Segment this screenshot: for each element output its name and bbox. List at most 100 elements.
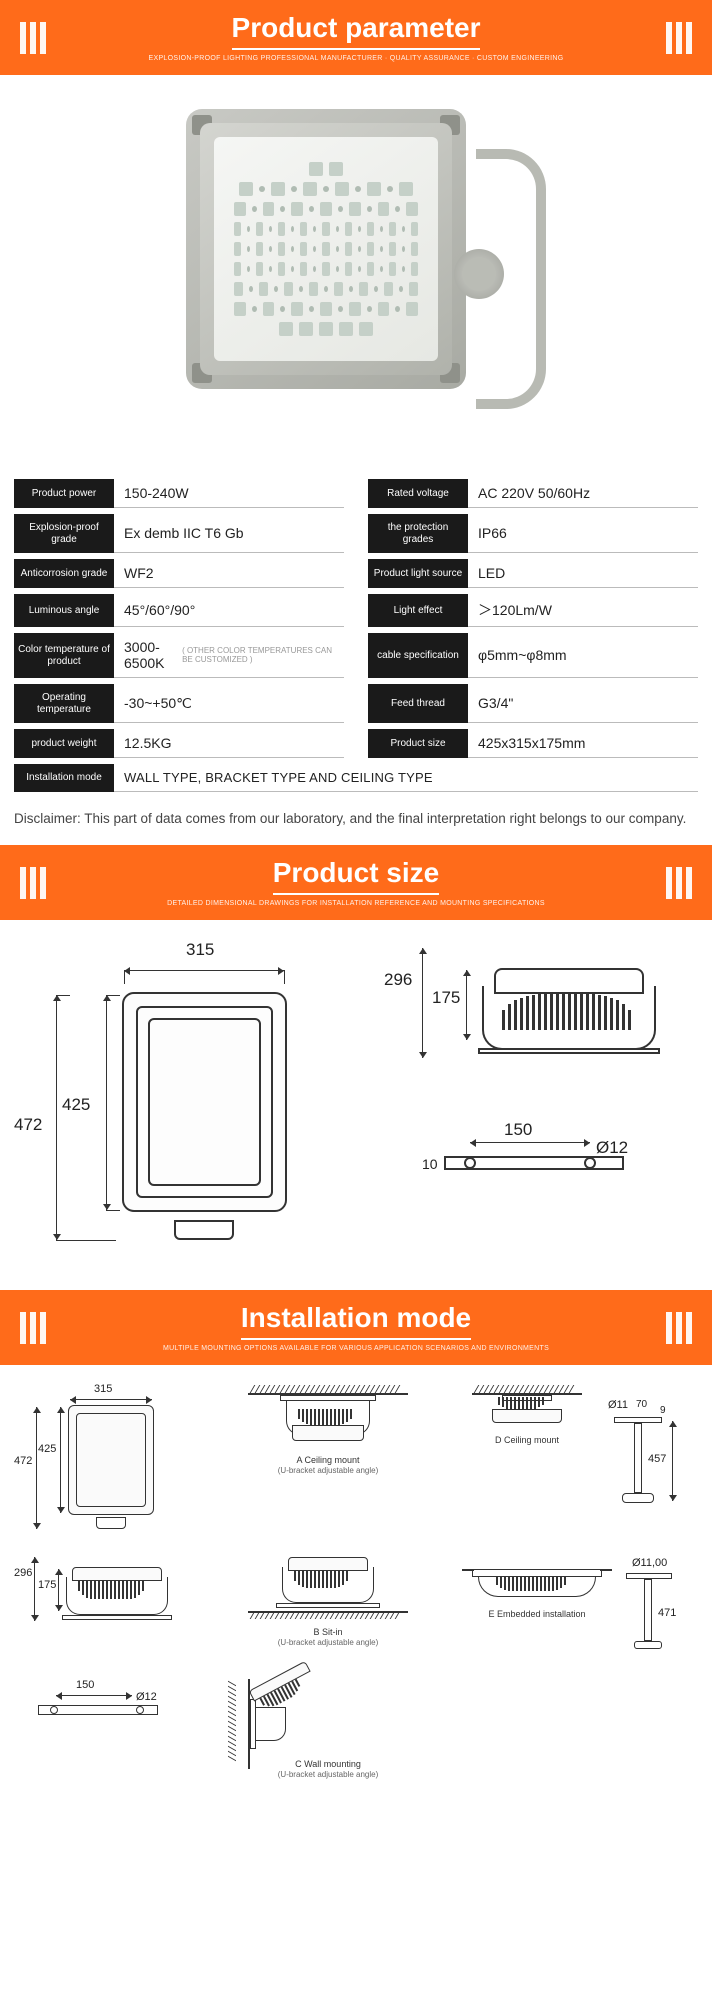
dim: Ø12 (136, 1691, 157, 1703)
param-cell: Operating temperature-30~+50℃ (14, 684, 344, 723)
param-value: 425x315x175mm (468, 729, 698, 758)
stripes-right (666, 22, 692, 54)
dim: Ø11 (608, 1399, 628, 1411)
install-front-mini: 315 425 472 (14, 1383, 194, 1533)
param-label: the protection grades (368, 514, 468, 553)
param-label: Product power (14, 479, 114, 508)
banner-title: Installation mode (241, 1302, 471, 1340)
install-d-title: D Ceiling mount (462, 1435, 592, 1446)
installation-drawings: 315 425 472 A Ceiling mount (U-bracket a… (0, 1365, 712, 1829)
param-row: Color temperature of product3000-6500K( … (14, 633, 698, 678)
param-cell: Anticorrosion gradeWF2 (14, 559, 344, 588)
dim-total-height: 472 (14, 1115, 42, 1135)
banner-sub: MULTIPLE MOUNTING OPTIONS AVAILABLE FOR … (46, 1344, 666, 1353)
param-value: 150-240W (114, 479, 344, 508)
param-value: Ex demb IIC T6 Gb (114, 514, 344, 553)
param-value: AC 220V 50/60Hz (468, 479, 698, 508)
dim-width: 315 (186, 940, 214, 960)
param-row: Product power150-240W Rated voltageAC 220… (14, 479, 698, 508)
param-value: G3/4" (468, 684, 698, 723)
param-cell: Rated voltageAC 220V 50/60Hz (368, 479, 698, 508)
param-label: Installation mode (14, 764, 114, 792)
install-c-wall: C Wall mounting (U-bracket adjustable an… (218, 1679, 438, 1789)
install-e-title: E Embedded installation (462, 1609, 612, 1620)
param-row-full: Installation modeWALL TYPE, BRACKET TYPE… (14, 764, 698, 792)
param-cell: Product size425x315x175mm (368, 729, 698, 758)
dim-side-175: 175 (432, 988, 460, 1008)
dim: 457 (648, 1453, 666, 1465)
stripes-left (20, 22, 46, 54)
param-cell: Light effect＞120Lm/W (368, 594, 698, 627)
dim: 315 (94, 1383, 112, 1395)
dim: 70 (636, 1399, 647, 1410)
banner-install: Installation mode MULTIPLE MOUNTING OPTI… (0, 1290, 712, 1365)
param-value: WALL TYPE, BRACKET TYPE AND CEILING TYPE (114, 764, 698, 792)
size-drawings: 315 425 472 296 175 150 (0, 920, 712, 1290)
install-a-sub: (U-bracket adjustable angle) (218, 1466, 438, 1476)
param-label: Product light source (368, 559, 468, 588)
banner-sub: DETAILED DIMENSIONAL DRAWINGS FOR INSTAL… (46, 899, 666, 908)
param-label: Operating temperature (14, 684, 114, 723)
install-e-embedded: E Embedded installation Ø11,00 471 (462, 1551, 682, 1661)
install-a-ceiling: A Ceiling mount (U-bracket adjustable an… (218, 1383, 438, 1533)
param-cell: cable specificationφ5mm~φ8mm (368, 633, 698, 678)
dim: 150 (76, 1679, 94, 1691)
dim-height: 425 (62, 1095, 90, 1115)
param-row: Explosion-proof gradeEx demb IIC T6 Gb th… (14, 514, 698, 553)
param-label: Rated voltage (368, 479, 468, 508)
product-image (0, 75, 712, 479)
param-label: product weight (14, 729, 114, 758)
stripes-right (666, 867, 692, 899)
param-value: 45°/60°/90° (114, 594, 344, 627)
dim-base-w: 150 (504, 1120, 532, 1140)
param-cell: Color temperature of product3000-6500K( … (14, 633, 344, 678)
param-row: Operating temperature-30~+50℃ Feed thread… (14, 684, 698, 723)
param-cell: Luminous angle45°/60°/90° (14, 594, 344, 627)
install-b-sub: (U-bracket adjustable angle) (218, 1638, 438, 1648)
dim: 9 (660, 1405, 666, 1416)
banner-size: Product size DETAILED DIMENSIONAL DRAWIN… (0, 845, 712, 920)
dim: 296 (14, 1567, 32, 1579)
base-view-drawing: 150 Ø12 10 (384, 1120, 664, 1200)
dim: 471 (658, 1607, 676, 1619)
param-cell: Feed threadG3/4" (368, 684, 698, 723)
install-side-mini: 296 175 (14, 1551, 194, 1661)
param-cell: Product light sourceLED (368, 559, 698, 588)
param-label: Feed thread (368, 684, 468, 723)
banner-sub: EXPLOSION-PROOF LIGHTING PROFESSIONAL MA… (46, 54, 666, 63)
param-value: -30~+50℃ (114, 684, 344, 723)
install-d-ceiling: D Ceiling mount Ø11 70 9 457 (462, 1383, 682, 1533)
param-label: Light effect (368, 594, 468, 627)
param-label: Luminous angle (14, 594, 114, 627)
param-cell: Explosion-proof gradeEx demb IIC T6 Gb (14, 514, 344, 553)
parameter-table: Product power150-240W Rated voltageAC 220… (0, 479, 712, 802)
dim: 472 (14, 1455, 32, 1467)
param-row: Luminous angle45°/60°/90° Light effect＞12… (14, 594, 698, 627)
stripes-left (20, 867, 46, 899)
dim: 425 (38, 1443, 56, 1455)
dim-side-296: 296 (384, 970, 412, 990)
banner-parameter: Product parameter EXPLOSION-PROOF LIGHTI… (0, 0, 712, 75)
install-base-mini: 150 Ø12 (14, 1679, 194, 1789)
param-label: Explosion-proof grade (14, 514, 114, 553)
param-cell: product weight12.5KG (14, 729, 344, 758)
stripes-left (20, 1312, 46, 1344)
install-b-sitin: B Sit-in (U-bracket adjustable angle) (218, 1551, 438, 1661)
install-a-title: A Ceiling mount (218, 1455, 438, 1466)
param-row: product weight12.5KG Product size425x315x… (14, 729, 698, 758)
dim-base-thk: 10 (422, 1156, 438, 1172)
dim: 175 (38, 1579, 56, 1591)
param-cell: Product power150-240W (14, 479, 344, 508)
param-value: LED (468, 559, 698, 588)
front-view-drawing: 315 425 472 (14, 940, 354, 1260)
dim: Ø11,00 (632, 1557, 667, 1569)
param-value: WF2 (114, 559, 344, 588)
stripes-right (666, 1312, 692, 1344)
param-value: ＞120Lm/W (468, 594, 698, 627)
param-label: Product size (368, 729, 468, 758)
param-label: Color temperature of product (14, 633, 114, 678)
install-b-title: B Sit-in (218, 1627, 438, 1638)
dim-base-hole: Ø12 (596, 1138, 628, 1158)
param-row: Anticorrosion gradeWF2 Product light sour… (14, 559, 698, 588)
install-c-title: C Wall mounting (218, 1759, 438, 1770)
